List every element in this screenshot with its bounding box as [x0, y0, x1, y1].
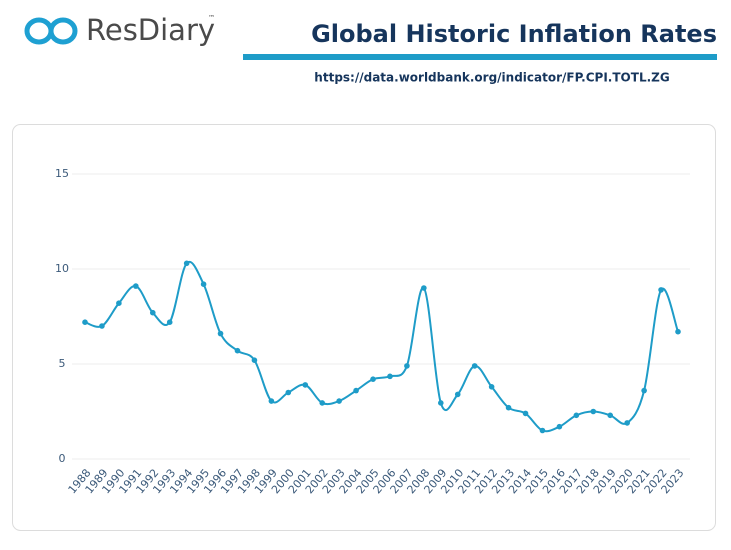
- point: [539, 427, 546, 434]
- point: [556, 423, 563, 430]
- point: [658, 287, 664, 293]
- point: [488, 384, 495, 390]
- point: [268, 398, 275, 404]
- chart-title: Global Historic Inflation Rates: [311, 20, 717, 48]
- point: [454, 391, 461, 398]
- point: [99, 323, 105, 329]
- point: [607, 412, 614, 419]
- logo-icon: [24, 17, 78, 45]
- point: [149, 309, 156, 316]
- point: [133, 283, 139, 289]
- point: [505, 404, 512, 411]
- point: [217, 330, 224, 337]
- point: [522, 410, 529, 417]
- point: [675, 328, 681, 335]
- point: [353, 387, 359, 394]
- point: [370, 376, 376, 383]
- point: [285, 389, 292, 396]
- point: [438, 400, 444, 406]
- y-tick-label: 10: [55, 262, 69, 275]
- logo-text: ResDiary: [86, 13, 215, 47]
- point: [590, 408, 597, 415]
- point: [573, 412, 580, 419]
- point: [251, 357, 258, 364]
- point: [471, 363, 478, 369]
- point: [200, 281, 207, 288]
- y-tick-label: 0: [59, 452, 66, 465]
- point: [336, 398, 342, 404]
- point: [624, 420, 630, 426]
- point: [234, 347, 241, 354]
- point: [82, 319, 88, 326]
- title-underline: [243, 54, 717, 60]
- point: [183, 260, 190, 267]
- point: [116, 300, 122, 307]
- logo-trademark: ™: [208, 14, 215, 22]
- plot: 0510151988198919901991199219931994199519…: [55, 167, 690, 496]
- point: [387, 373, 393, 380]
- point: [404, 363, 410, 369]
- point: [421, 285, 427, 291]
- y-tick-label: 5: [59, 357, 66, 370]
- y-tick-label: 15: [55, 167, 69, 180]
- chart-subtitle: https://data.worldbank.org/indicator/FP.…: [314, 71, 669, 85]
- point: [641, 387, 647, 394]
- point: [319, 400, 326, 406]
- point: [302, 382, 309, 388]
- point: [166, 319, 173, 326]
